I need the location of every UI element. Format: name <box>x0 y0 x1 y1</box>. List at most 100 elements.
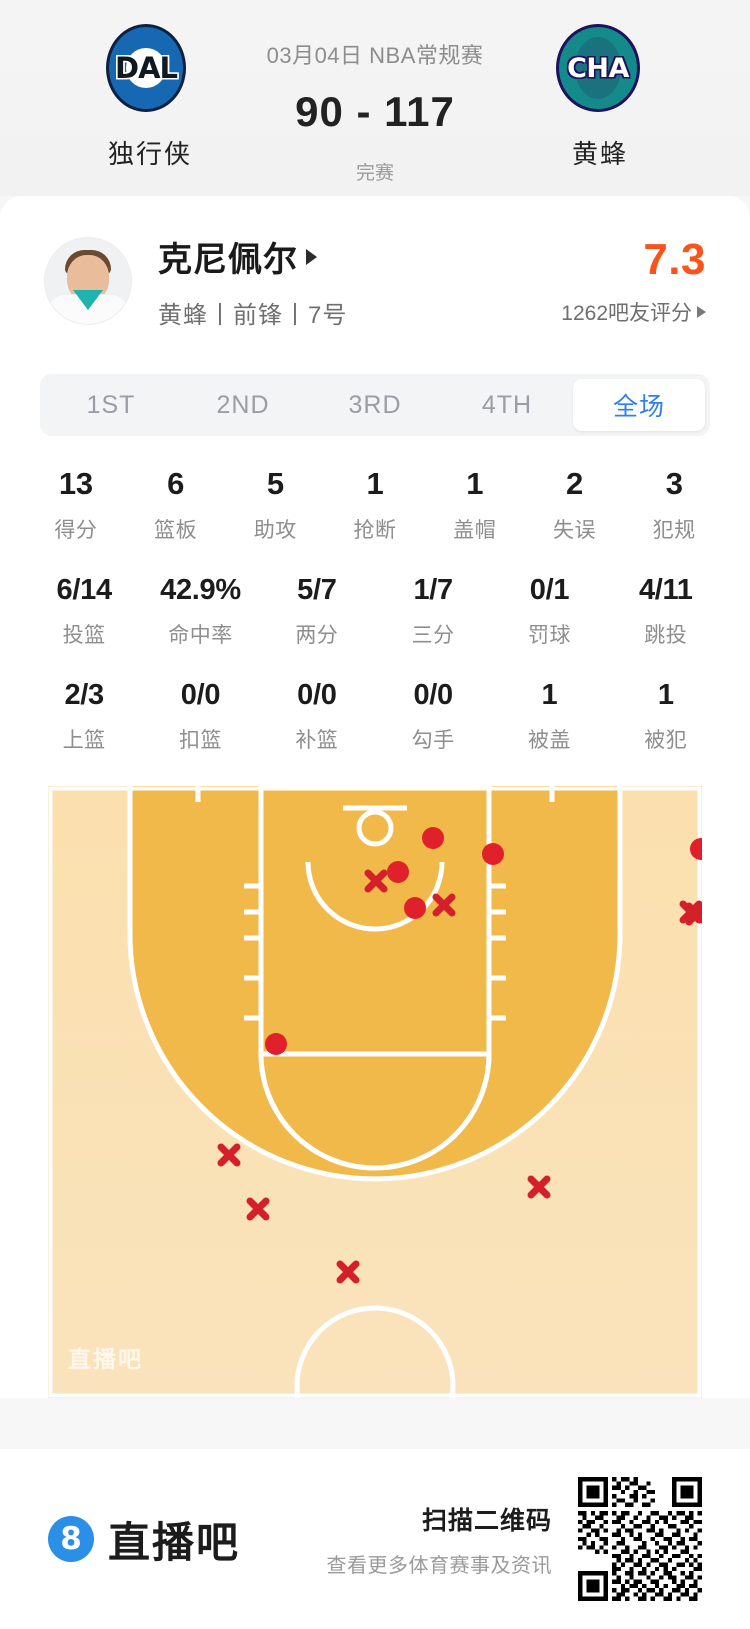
stat-value: 5 <box>266 466 284 501</box>
brand-badge-icon: 8 <box>48 1516 94 1562</box>
stat-value: 0/1 <box>529 574 570 606</box>
made-shot <box>482 843 504 865</box>
stat-blocks: 1 盖帽 <box>425 466 525 544</box>
qr-code-icon[interactable] <box>578 1477 702 1601</box>
made-shot-markers <box>265 827 702 1055</box>
stat-dunks: 0/0 扣篮 <box>142 679 258 754</box>
stat-label: 被犯 <box>644 729 688 752</box>
ft-circle-dashed <box>258 1053 492 1171</box>
home-team-name: 独行侠 <box>107 139 192 169</box>
stat-label: 三分 <box>411 624 455 647</box>
stat-value: 4/11 <box>638 574 693 606</box>
stat-label: 罚球 <box>527 624 571 647</box>
stat-label: 扣篮 <box>178 729 222 752</box>
stat-label: 篮板 <box>154 519 198 542</box>
away-team-abbr: CHA <box>567 52 629 84</box>
tab-2nd[interactable]: 2ND <box>216 390 270 419</box>
stat-value: 42.9% <box>160 574 241 606</box>
chevron-right-small-icon <box>697 306 706 318</box>
made-shot <box>387 861 409 883</box>
stat-points: 13 得分 <box>26 466 126 544</box>
stat-label: 被盖 <box>527 729 571 752</box>
stat-value: 1 <box>366 466 384 501</box>
match-status: 完赛 <box>355 163 394 184</box>
stat-value: 1 <box>541 679 558 711</box>
match-title: 03月04日 NBA常规赛 <box>266 43 484 68</box>
stat-value: 3 <box>665 466 683 501</box>
stat-steals: 1 抢断 <box>325 466 425 544</box>
stat-field-goals: 6/14 投篮 <box>26 574 142 649</box>
stat-label: 勾手 <box>411 729 455 752</box>
shot-chart[interactable]: 直播吧 <box>48 786 702 1398</box>
away-team-logo: CHA <box>556 24 644 112</box>
stat-label: 犯规 <box>652 519 696 542</box>
stat-turnovers: 2 失误 <box>525 466 625 544</box>
player-rating-count: 1262吧友评分 <box>561 302 692 325</box>
home-team-abbr: DAL <box>115 51 178 85</box>
stat-label: 上篮 <box>62 729 106 752</box>
qr-text-block: 扫描二维码 查看更多体育赛事及资讯 <box>327 1501 553 1578</box>
shot-chart-svg <box>48 786 702 1398</box>
stat-label: 失误 <box>552 519 596 542</box>
made-shot <box>265 1033 287 1055</box>
stat-jump-shots: 4/11 跳投 <box>608 574 724 649</box>
stat-value: 1/7 <box>413 574 453 606</box>
away-team[interactable]: CHA 黄蜂 <box>510 24 690 171</box>
stat-layups: 2/3 上篮 <box>26 679 142 754</box>
missed-shot-markers <box>217 869 702 1284</box>
center-circle <box>294 1305 456 1398</box>
player-rating-block[interactable]: 7.3 1262吧友评分 <box>561 235 706 327</box>
made-shot <box>690 838 702 860</box>
stat-label: 助攻 <box>253 519 297 542</box>
stat-label: 抢断 <box>353 519 397 542</box>
stat-assists: 5 助攻 <box>225 466 325 544</box>
stat-row-shot-types: 2/3 上篮 0/0 扣篮 0/0 补篮 0/0 勾手 1 被盖 1 被犯 <box>0 679 750 754</box>
away-team-name: 黄蜂 <box>571 139 628 169</box>
home-team-logo: DAL <box>106 24 194 112</box>
stat-value: 13 <box>58 466 93 501</box>
home-team[interactable]: DAL 独行侠 <box>60 24 240 171</box>
paint-area <box>258 786 492 1057</box>
tab-1st[interactable]: 1ST <box>86 390 136 419</box>
stat-value: 0/0 <box>297 679 337 711</box>
stat-value: 1 <box>657 679 674 711</box>
player-subtitle: 黄蜂丨前锋丨7号 <box>158 302 348 329</box>
tab-3rd[interactable]: 3RD <box>348 390 402 419</box>
stat-value: 1 <box>466 466 484 501</box>
match-center-block: 03月04日 NBA常规赛 90 - 117 完赛 <box>240 24 510 185</box>
missed-shot <box>217 1143 241 1167</box>
stat-blocked: 1 被盖 <box>491 679 607 754</box>
stat-label: 盖帽 <box>453 519 497 542</box>
player-rating-sub-row[interactable]: 1262吧友评分 <box>561 297 706 327</box>
footer-bar: 8 直播吧 扫描二维码 查看更多体育赛事及资讯 <box>0 1449 750 1629</box>
player-header-row: 克尼佩尔 黄蜂丨前锋丨7号 7.3 1262吧友评分 <box>0 196 750 330</box>
lane-hash-marks <box>244 883 506 1021</box>
stat-label: 命中率 <box>168 624 233 647</box>
player-name-row[interactable]: 克尼佩尔 <box>158 232 561 281</box>
missed-shot <box>336 1260 360 1284</box>
qr-block: 扫描二维码 查看更多体育赛事及资讯 <box>327 1477 702 1601</box>
brand-name: 直播吧 <box>108 1518 241 1566</box>
player-stats-card: 克尼佩尔 黄蜂丨前锋丨7号 7.3 1262吧友评分 1ST 2ND 3RD 4… <box>0 196 750 1398</box>
tab-full-game[interactable]: 全场 <box>573 379 705 431</box>
made-shot <box>404 897 426 919</box>
missed-shot <box>685 902 702 926</box>
stat-value: 0/0 <box>413 679 453 711</box>
stat-label: 两分 <box>295 624 339 647</box>
player-meta: 克尼佩尔 黄蜂丨前锋丨7号 <box>158 232 561 330</box>
stat-free-throws: 0/1 罚球 <box>491 574 607 649</box>
tab-4th[interactable]: 4TH <box>481 390 533 419</box>
stat-row-shooting: 6/14 投篮 42.9% 命中率 5/7 两分 1/7 三分 0/1 罚球 4… <box>0 574 750 649</box>
scoreboard-header: DAL 独行侠 03月04日 NBA常规赛 90 - 117 完赛 CHA 黄蜂 <box>0 0 750 196</box>
stat-value: 2/3 <box>64 679 104 711</box>
stat-fg-percent: 42.9% 命中率 <box>142 574 258 649</box>
missed-shot <box>364 869 388 893</box>
missed-shot <box>432 893 456 917</box>
stat-fouled: 1 被犯 <box>608 679 724 754</box>
stat-three-pointers: 1/7 三分 <box>375 574 491 649</box>
player-name: 克尼佩尔 <box>158 241 298 279</box>
player-avatar[interactable] <box>44 237 132 325</box>
brand-logo[interactable]: 8 直播吧 <box>48 1509 240 1570</box>
stat-value: 6 <box>167 466 185 501</box>
